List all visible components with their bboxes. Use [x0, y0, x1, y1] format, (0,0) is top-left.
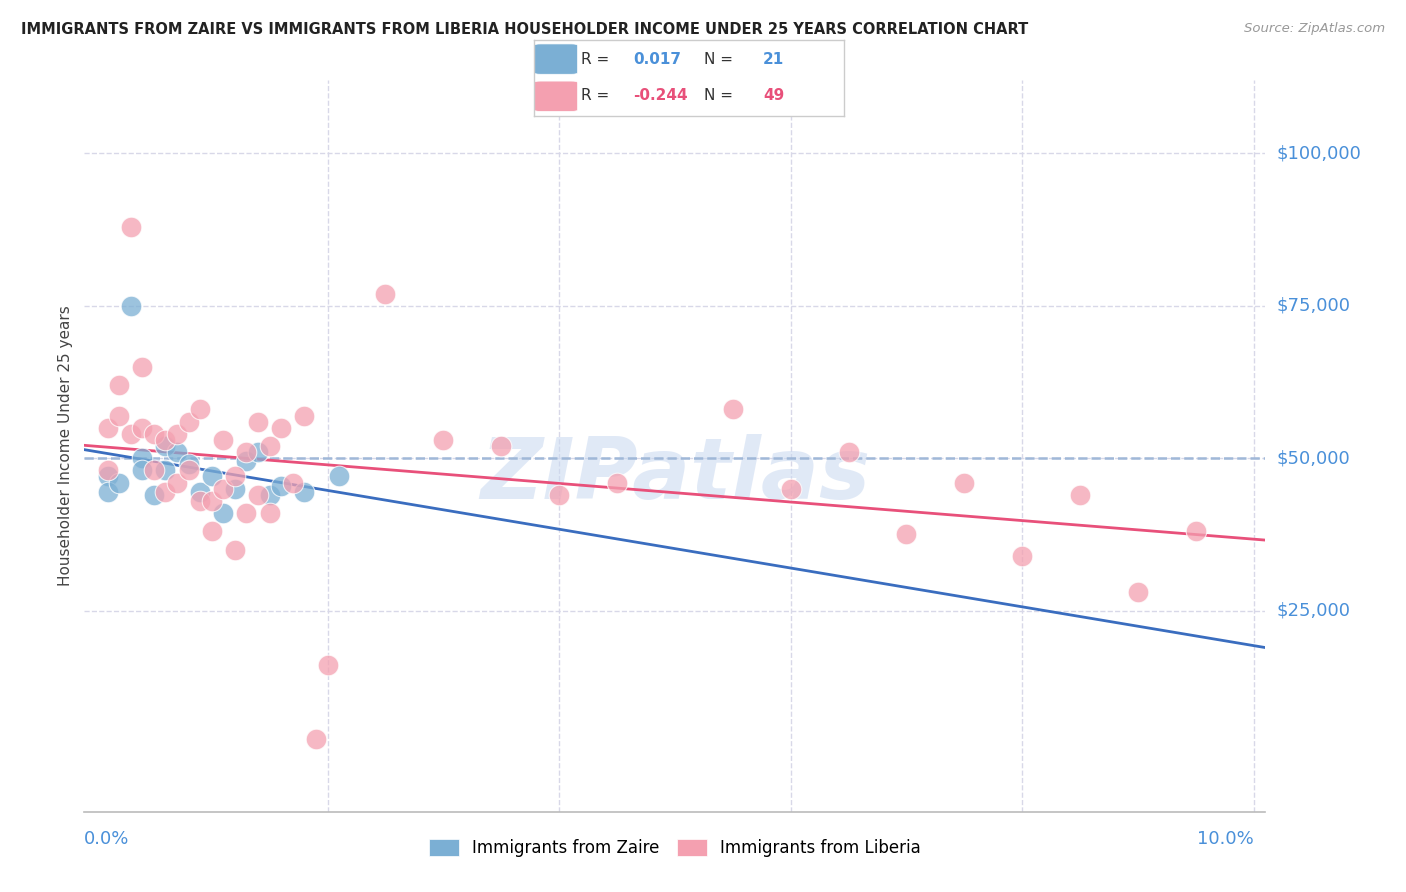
Point [259, 439, 281, 453]
Point [1185, 524, 1208, 539]
Point [177, 415, 200, 429]
Point [1011, 549, 1033, 563]
Point [953, 475, 976, 490]
Point [212, 433, 235, 447]
Point [201, 524, 224, 539]
Point [166, 445, 188, 459]
Point [96, 469, 118, 483]
Text: ZIPatlas: ZIPatlas [479, 434, 870, 516]
Text: 21: 21 [763, 52, 785, 67]
Point [188, 484, 211, 499]
Text: 0.017: 0.017 [633, 52, 682, 67]
Point [212, 506, 235, 520]
Point [489, 439, 512, 453]
FancyBboxPatch shape [534, 81, 578, 112]
Point [374, 286, 396, 301]
Point [224, 542, 246, 557]
Point [779, 482, 801, 496]
Point [96, 484, 118, 499]
Point [155, 484, 177, 499]
Point [292, 484, 315, 499]
Y-axis label: Householder Income Under 25 years: Householder Income Under 25 years [58, 306, 73, 586]
Point [606, 475, 628, 490]
Point [120, 426, 142, 441]
Point [142, 426, 165, 441]
Point [316, 658, 339, 673]
Text: Source: ZipAtlas.com: Source: ZipAtlas.com [1244, 22, 1385, 36]
Point [96, 421, 118, 435]
Point [177, 458, 200, 472]
Point [108, 475, 131, 490]
Point [188, 494, 211, 508]
Point [155, 433, 177, 447]
Point [108, 409, 131, 423]
Text: $50,000: $50,000 [1277, 450, 1350, 467]
Point [247, 445, 270, 459]
Text: $25,000: $25,000 [1277, 601, 1351, 620]
Text: 0.0%: 0.0% [84, 830, 129, 848]
Point [292, 409, 315, 423]
Point [188, 402, 211, 417]
Text: $75,000: $75,000 [1277, 297, 1351, 315]
Point [142, 488, 165, 502]
Text: R =: R = [581, 52, 614, 67]
Point [155, 463, 177, 477]
Point [131, 421, 153, 435]
Point [212, 482, 235, 496]
Point [721, 402, 744, 417]
Point [120, 219, 142, 234]
Point [166, 426, 188, 441]
Point [155, 439, 177, 453]
Text: 10.0%: 10.0% [1197, 830, 1254, 848]
Point [247, 415, 270, 429]
Point [201, 469, 224, 483]
Point [1126, 585, 1149, 599]
Point [270, 421, 292, 435]
Point [201, 494, 224, 508]
Point [548, 488, 571, 502]
Point [235, 445, 257, 459]
Point [247, 488, 270, 502]
Text: 49: 49 [763, 88, 785, 103]
Point [259, 488, 281, 502]
Point [281, 475, 304, 490]
Point [131, 463, 153, 477]
Point [896, 527, 918, 541]
Point [108, 378, 131, 392]
Point [838, 445, 860, 459]
Point [270, 478, 292, 492]
Text: N =: N = [704, 52, 738, 67]
Point [328, 469, 350, 483]
Point [131, 359, 153, 374]
Point [235, 506, 257, 520]
Point [224, 482, 246, 496]
Point [432, 433, 454, 447]
Point [142, 463, 165, 477]
Point [96, 463, 118, 477]
FancyBboxPatch shape [534, 44, 578, 74]
Text: R =: R = [581, 88, 614, 103]
Point [1069, 488, 1091, 502]
Point [166, 475, 188, 490]
Text: $100,000: $100,000 [1277, 145, 1361, 162]
Legend: Immigrants from Zaire, Immigrants from Liberia: Immigrants from Zaire, Immigrants from L… [420, 830, 929, 865]
Point [224, 469, 246, 483]
Point [131, 451, 153, 466]
Point [235, 454, 257, 468]
Point [259, 506, 281, 520]
Text: N =: N = [704, 88, 738, 103]
Point [177, 463, 200, 477]
Text: -0.244: -0.244 [633, 88, 688, 103]
Text: IMMIGRANTS FROM ZAIRE VS IMMIGRANTS FROM LIBERIA HOUSEHOLDER INCOME UNDER 25 YEA: IMMIGRANTS FROM ZAIRE VS IMMIGRANTS FROM… [21, 22, 1028, 37]
Point [120, 299, 142, 313]
Point [305, 731, 328, 746]
